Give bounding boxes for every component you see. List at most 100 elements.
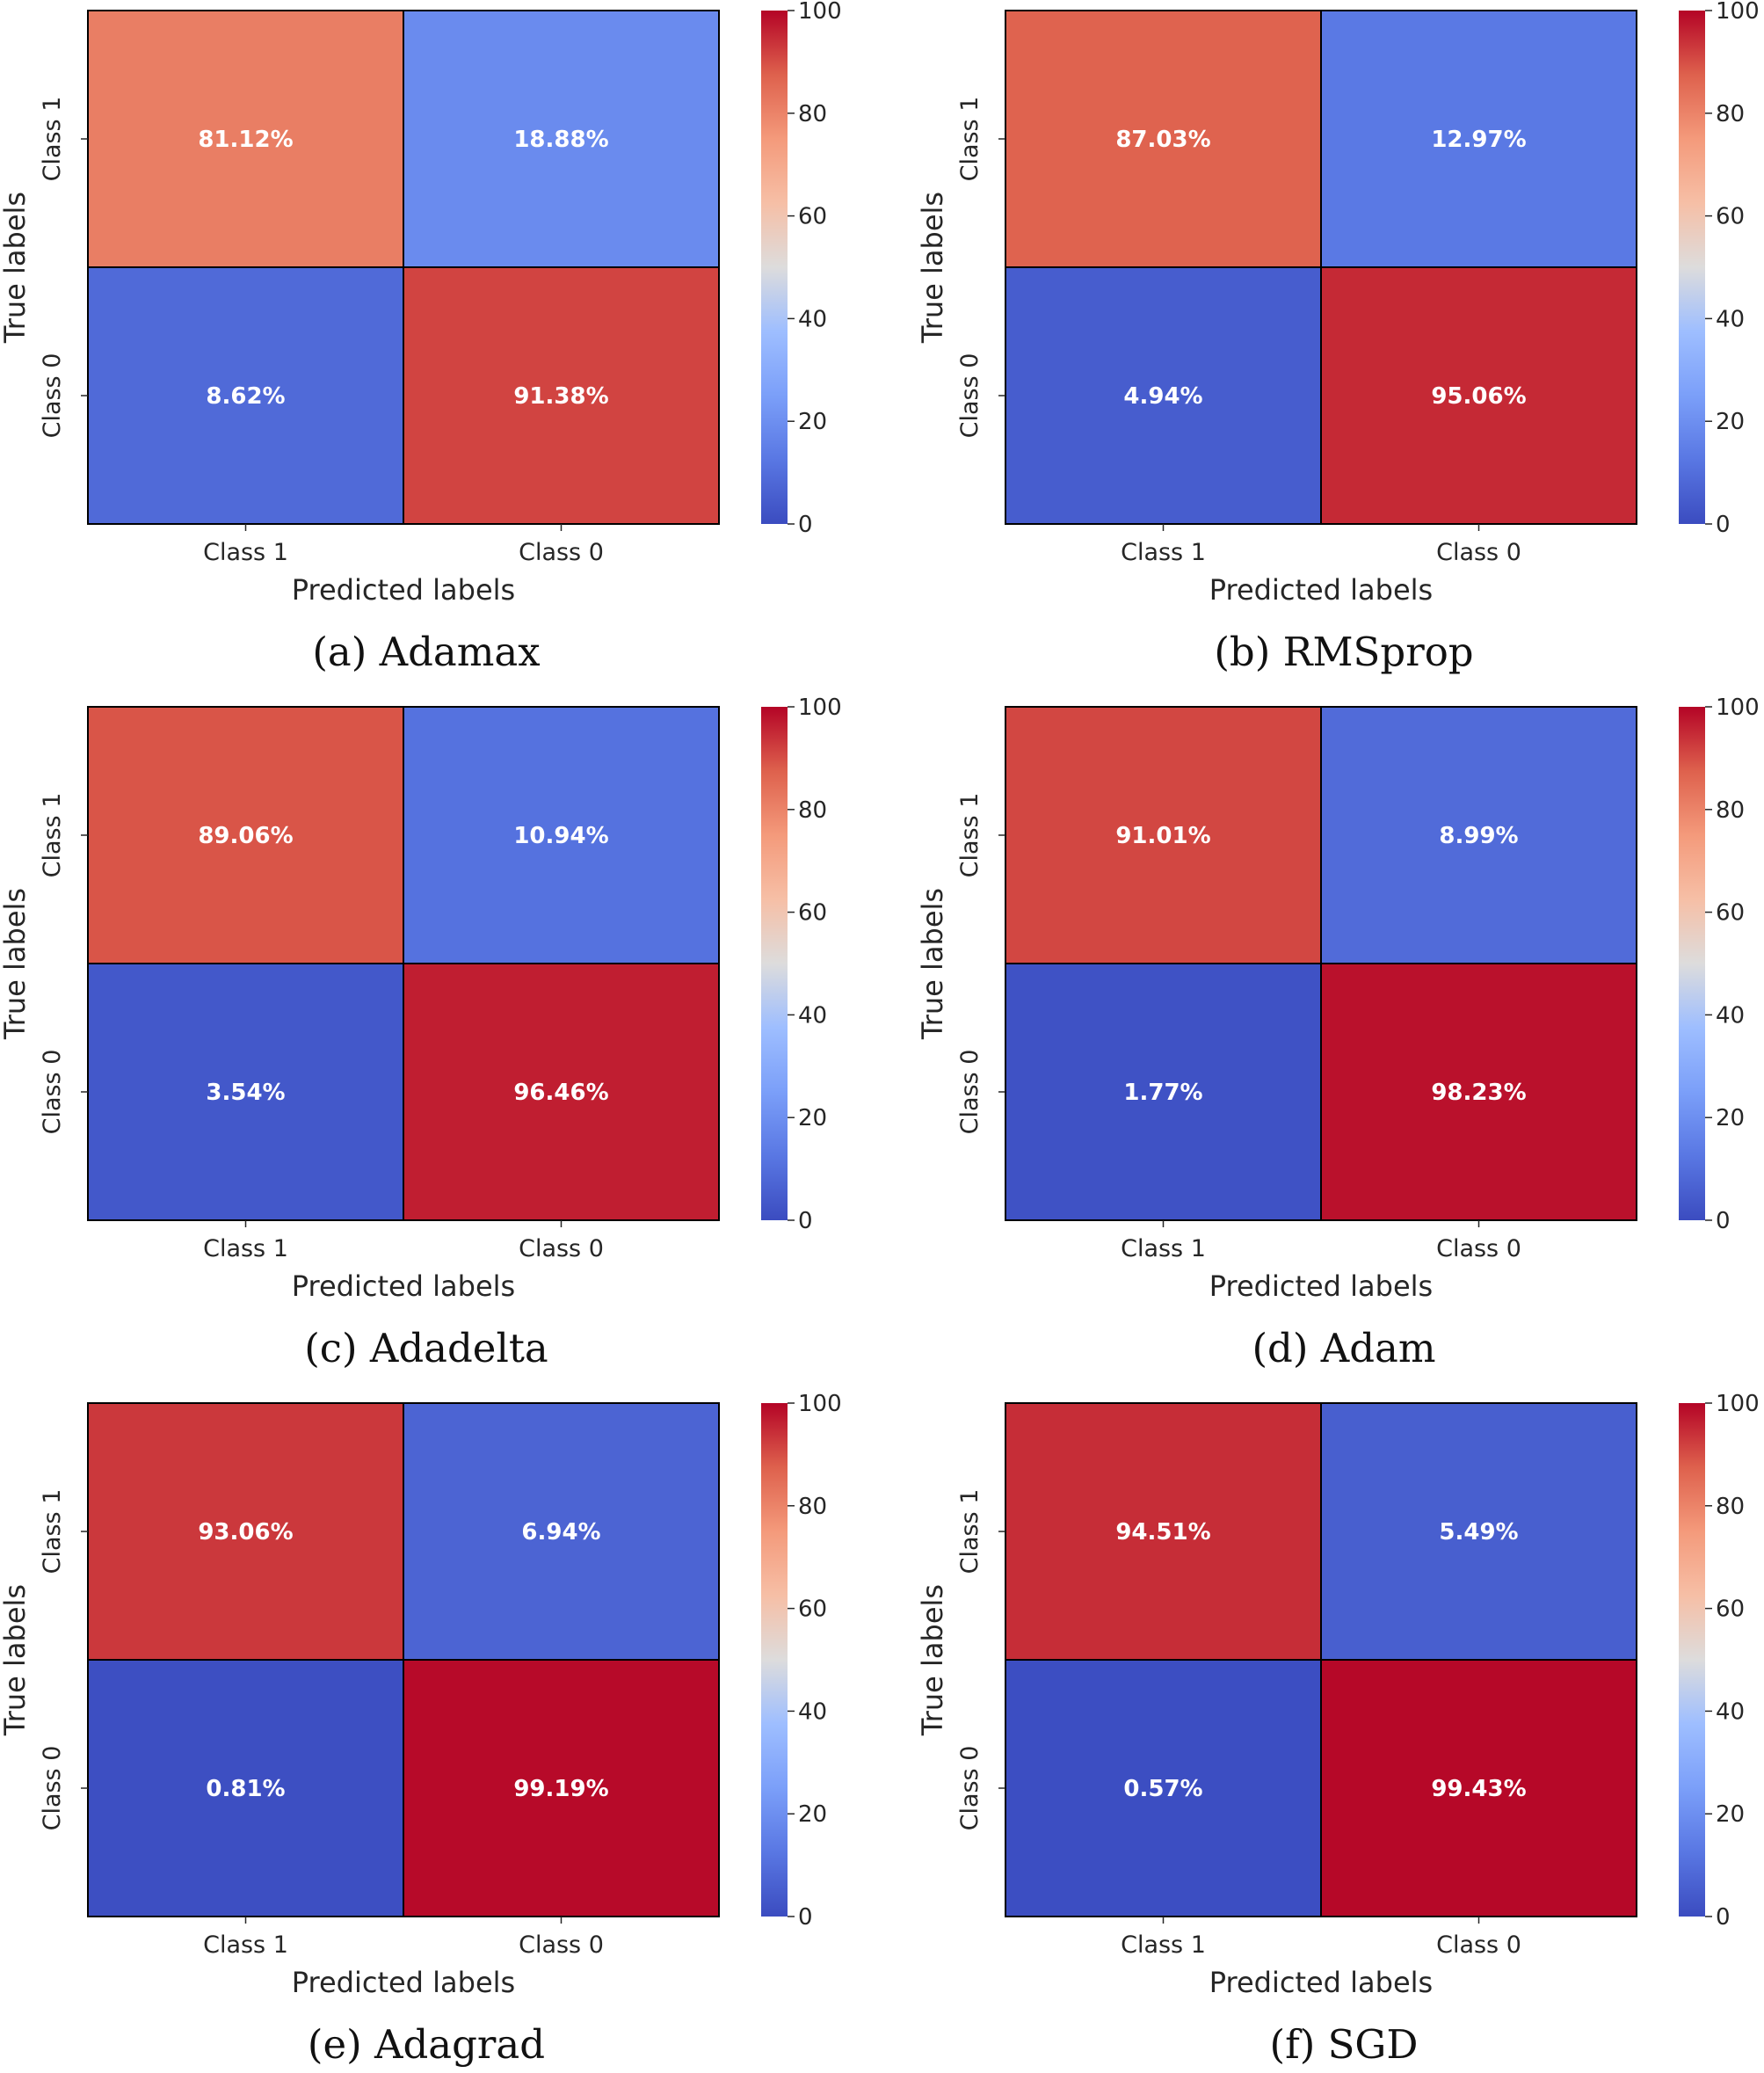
x-axis-label: Predicted labels (292, 1269, 515, 1303)
cell-value-label: 96.46% (513, 1080, 608, 1106)
cell-value-label: 94.51% (1115, 1519, 1210, 1546)
cell-value-label: 91.01% (1115, 823, 1210, 849)
y-axis-label: True labels (916, 1584, 949, 1736)
x-axis-label: Predicted labels (1209, 1966, 1433, 1999)
colorbar-tick-label: 0 (798, 512, 813, 538)
heatmap-cell (1320, 10, 1637, 268)
x-tick-label: Class 0 (1436, 1931, 1521, 1959)
heatmap-cell (403, 266, 720, 525)
colorbar-tick-label: 100 (1716, 695, 1760, 721)
cell-value-label: 87.03% (1115, 127, 1210, 153)
colorbar-tick-label: 100 (1716, 1391, 1760, 1417)
colorbar-tick-label: 40 (1716, 306, 1745, 332)
heatmap-cell (87, 1659, 404, 1917)
cell-value-label: 8.62% (206, 383, 285, 410)
x-axis-label: Predicted labels (292, 1966, 515, 1999)
colorbar-tick-label: 40 (1716, 1698, 1745, 1725)
heatmap-cell (403, 1402, 720, 1661)
heatmap-cell (1320, 266, 1637, 525)
colorbar (1679, 11, 1705, 524)
y-axis-label: True labels (0, 1584, 32, 1736)
y-tick-label: Class 0 (39, 1746, 66, 1831)
colorbar-tick-label: 0 (1716, 1208, 1731, 1234)
heatmap-cell (87, 963, 404, 1221)
panel-caption: (c) Adadelta (304, 1325, 548, 1371)
heatmap-cell (403, 963, 720, 1221)
x-tick-label: Class 0 (519, 1931, 604, 1959)
colorbar-tick-label: 60 (798, 900, 827, 927)
x-axis-label: Predicted labels (1209, 573, 1433, 607)
colorbar-tick-label: 0 (1716, 512, 1731, 538)
x-tick-label: Class 1 (203, 539, 288, 566)
confusion-matrix-panel: 89.06% 10.94% 3.54% 96.46% Class 1 Class 0 Cla… (0, 695, 842, 1371)
y-tick-label: Class 0 (956, 353, 984, 439)
cell-value-label: 81.12% (198, 127, 293, 153)
cell-value-label: 95.06% (1431, 383, 1526, 410)
heatmap-cell (1320, 963, 1637, 1221)
confusion-matrix-panel: 91.01% 8.99% 1.77% 98.23% Class 1 Class 0 Clas… (916, 695, 1760, 1371)
y-tick-label: Class 1 (39, 1489, 66, 1575)
y-tick-label: Class 1 (956, 97, 984, 182)
colorbar (761, 1403, 788, 1917)
heatmap-cell (403, 1659, 720, 1917)
panel-caption: (d) Adam (1252, 1325, 1435, 1371)
heatmap-cell (1320, 706, 1637, 964)
colorbar-tick-label: 20 (1716, 1801, 1745, 1828)
confusion-matrix-panel: 87.03% 12.97% 4.94% 95.06% Class 1 Class 0 Cla… (916, 0, 1760, 675)
colorbar-tick-label: 20 (798, 409, 827, 435)
x-axis-label: Predicted labels (292, 573, 515, 607)
heatmap-cell (87, 706, 404, 964)
heatmap-cell (1005, 706, 1322, 964)
cell-value-label: 8.99% (1439, 823, 1518, 849)
colorbar-tick-label: 80 (1716, 1494, 1745, 1520)
y-tick-label: Class 0 (956, 1746, 984, 1831)
cell-value-label: 0.57% (1123, 1776, 1202, 1802)
panel-caption: (f) SGD (1270, 2021, 1419, 2068)
colorbar-tick-label: 80 (798, 1494, 827, 1520)
heatmap-cell (87, 1402, 404, 1661)
y-axis-label: True labels (0, 192, 32, 344)
colorbar-tick-label: 100 (798, 695, 842, 721)
heatmap-cell (1320, 1659, 1637, 1917)
colorbar-tick-label: 80 (798, 797, 827, 824)
heatmap-cell (87, 266, 404, 525)
x-tick-label: Class 1 (203, 1235, 288, 1262)
colorbar-tick-label: 40 (1716, 1002, 1745, 1029)
colorbar-tick-label: 40 (798, 1002, 827, 1029)
colorbar-tick-label: 40 (798, 306, 827, 332)
heatmap-cell (403, 10, 720, 268)
colorbar-tick-label: 60 (1716, 900, 1745, 927)
y-tick-label: Class 0 (956, 1050, 984, 1135)
y-tick-label: Class 0 (39, 1050, 66, 1135)
confusion-matrix-panel: 94.51% 5.49% 0.57% 99.43% Class 1 Class 0 Clas… (916, 1391, 1760, 2068)
heatmap-cell (1320, 1402, 1637, 1661)
y-tick-label: Class 1 (39, 793, 66, 878)
colorbar-tick-label: 60 (1716, 204, 1745, 230)
x-tick-label: Class 0 (519, 539, 604, 566)
x-tick-label: Class 1 (1121, 1931, 1206, 1959)
colorbar-tick-label: 20 (798, 1105, 827, 1131)
cell-value-label: 18.88% (513, 127, 608, 153)
panel-caption: (b) RMSprop (1214, 629, 1473, 675)
cell-value-label: 6.94% (521, 1519, 600, 1546)
heatmap-cell (87, 10, 404, 268)
y-tick-label: Class 0 (39, 353, 66, 439)
colorbar-tick-label: 20 (1716, 409, 1745, 435)
colorbar-tick-label: 80 (1716, 797, 1745, 824)
colorbar (1679, 1403, 1705, 1917)
colorbar (1679, 707, 1705, 1220)
cell-value-label: 99.19% (513, 1776, 608, 1802)
colorbar-tick-label: 60 (798, 1597, 827, 1623)
colorbar-tick-label: 40 (798, 1698, 827, 1725)
cell-value-label: 99.43% (1431, 1776, 1526, 1802)
cell-value-label: 4.94% (1123, 383, 1202, 410)
colorbar-tick-label: 0 (798, 1208, 813, 1234)
colorbar-tick-label: 20 (1716, 1105, 1745, 1131)
colorbar-tick-label: 100 (798, 0, 842, 25)
colorbar-tick-label: 60 (1716, 1597, 1745, 1623)
cell-value-label: 1.77% (1123, 1080, 1202, 1106)
colorbar-tick-label: 0 (798, 1904, 813, 1931)
cell-value-label: 10.94% (513, 823, 608, 849)
cell-value-label: 93.06% (198, 1519, 293, 1546)
